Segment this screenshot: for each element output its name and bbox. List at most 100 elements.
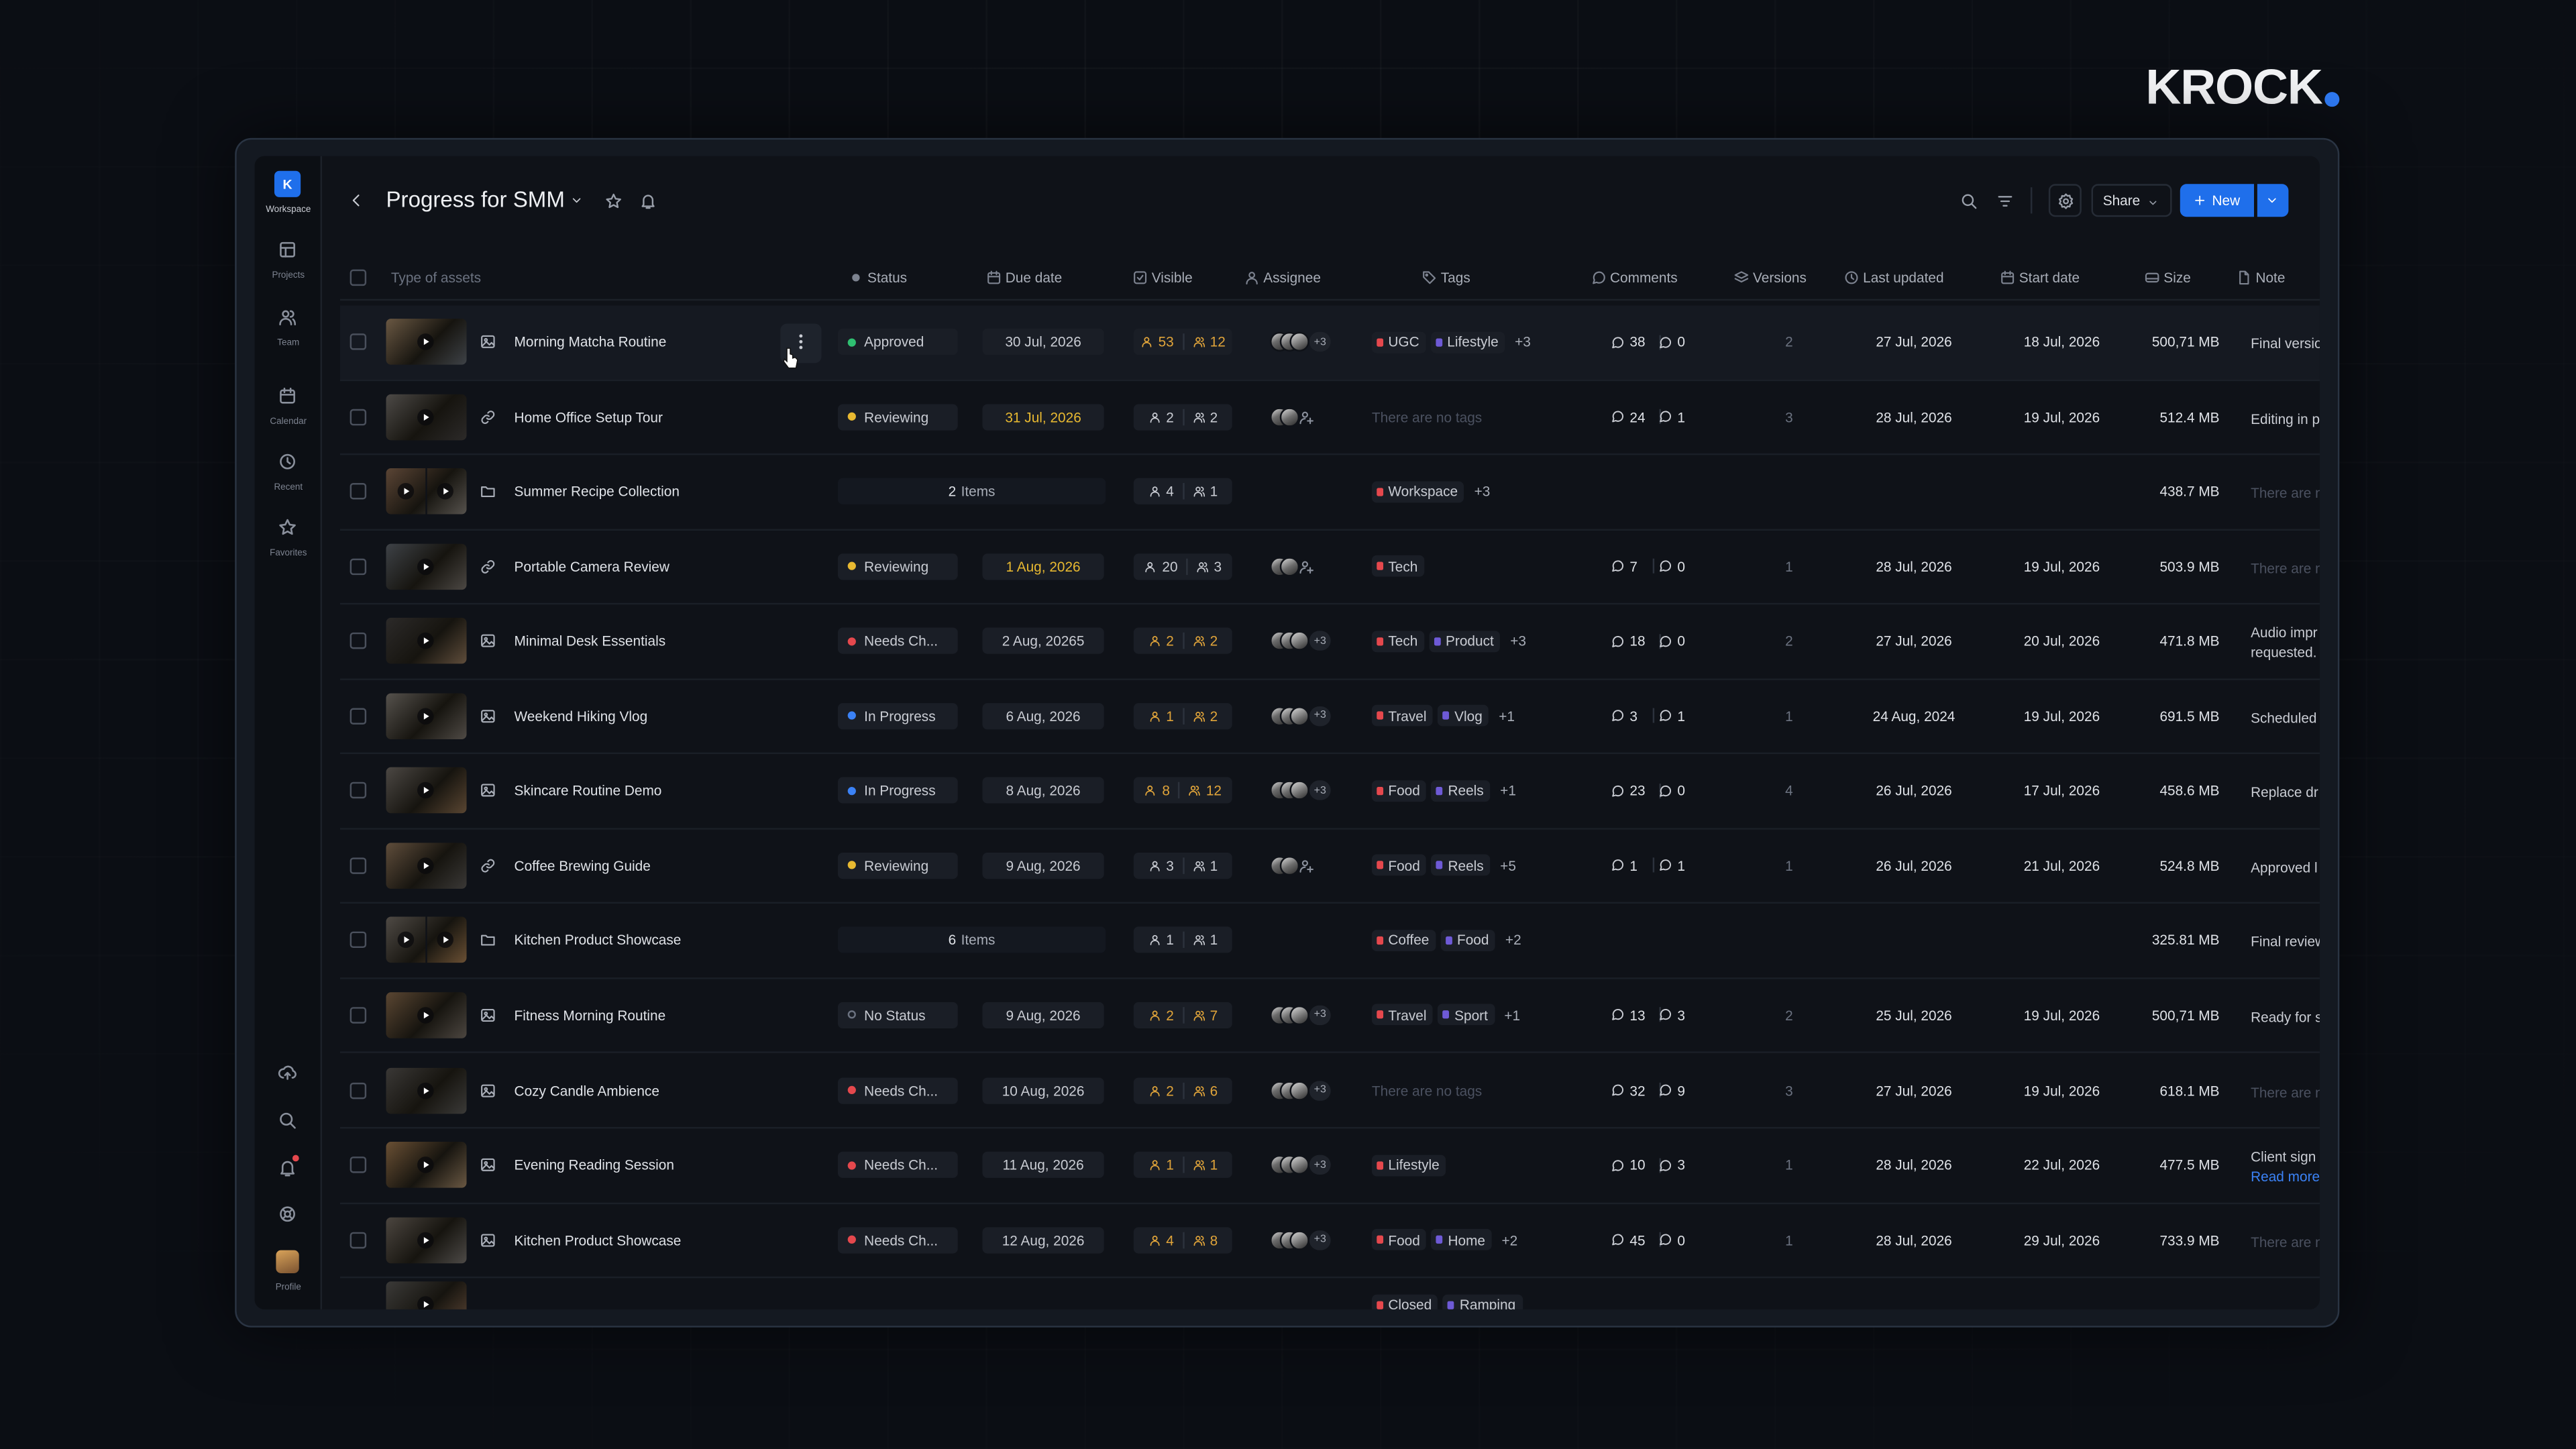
thumbnail[interactable] — [386, 1281, 467, 1309]
tag-chip[interactable]: Food — [1371, 1229, 1427, 1250]
row-checkbox[interactable] — [350, 857, 367, 874]
select-all-checkbox[interactable] — [350, 269, 367, 286]
assignee-more[interactable]: +3 — [1309, 780, 1331, 801]
sidebar-tool[interactable] — [278, 1111, 297, 1130]
thumbnail[interactable] — [386, 319, 467, 365]
tag-chip[interactable]: Reels — [1431, 780, 1491, 802]
status-pill[interactable]: Needs Ch... — [837, 1226, 958, 1253]
tag-chip[interactable]: Travel — [1371, 705, 1434, 727]
assignee-more[interactable]: +3 — [1309, 331, 1331, 352]
tag-chip[interactable]: Home — [1431, 1229, 1492, 1250]
tags-more[interactable]: +5 — [1500, 857, 1516, 874]
profile-avatar[interactable] — [276, 1250, 299, 1273]
new-dropdown[interactable] — [2257, 184, 2289, 217]
thumbnail[interactable] — [386, 692, 467, 739]
workspace-badge[interactable]: K — [274, 170, 301, 197]
assignee-avatar[interactable] — [1289, 1230, 1309, 1250]
thumbnail[interactable] — [386, 1142, 467, 1188]
tag-chip[interactable]: Sport — [1438, 1004, 1495, 1026]
new-button[interactable]: New — [2180, 184, 2255, 217]
tag-chip[interactable]: Food — [1371, 855, 1427, 877]
assignee-avatar[interactable] — [1279, 556, 1300, 576]
nav-icon[interactable] — [278, 517, 297, 537]
assignee-avatar[interactable] — [1289, 780, 1309, 801]
search-button[interactable] — [1960, 193, 1978, 211]
assignee-more[interactable]: +3 — [1309, 1005, 1331, 1026]
assignee-avatar[interactable] — [1289, 1155, 1309, 1175]
row-checkbox[interactable] — [350, 333, 367, 350]
tag-chip[interactable]: Product — [1429, 630, 1501, 652]
row-checkbox[interactable] — [350, 633, 367, 649]
assignee-avatar[interactable] — [1289, 1080, 1309, 1100]
title-dropdown[interactable] — [570, 194, 584, 207]
tag-chip[interactable]: Tech — [1371, 630, 1425, 652]
tags-more[interactable]: +3 — [1515, 333, 1531, 350]
tag-chip[interactable]: UGC — [1371, 331, 1426, 353]
tags-more[interactable]: +1 — [1504, 1007, 1521, 1024]
tag-chip[interactable]: Ramping — [1443, 1293, 1522, 1309]
status-pill[interactable]: Approved — [837, 328, 958, 355]
tag-chip[interactable]: Food — [1371, 780, 1427, 802]
status-pill[interactable]: In Progress — [837, 702, 958, 729]
add-assignee[interactable] — [1298, 558, 1314, 574]
thumbnail[interactable] — [386, 393, 467, 440]
row-checkbox[interactable] — [350, 707, 367, 724]
row-checkbox[interactable] — [350, 1081, 367, 1099]
tag-chip[interactable]: Tech — [1371, 555, 1425, 577]
status-pill[interactable]: Reviewing — [837, 553, 958, 580]
assignee-more[interactable]: +3 — [1309, 706, 1331, 726]
row-checkbox[interactable] — [350, 1007, 367, 1024]
back-button[interactable] — [348, 193, 364, 209]
thumbnail[interactable] — [386, 917, 467, 964]
nav-icon[interactable] — [278, 451, 297, 471]
add-assignee[interactable] — [1298, 409, 1314, 425]
assignee-avatar[interactable] — [1289, 706, 1309, 726]
status-pill[interactable]: Reviewing — [837, 403, 958, 430]
note-line[interactable]: Read more — [2251, 1168, 2320, 1185]
assignee-avatar[interactable] — [1289, 631, 1309, 651]
thumbnail[interactable] — [386, 842, 467, 889]
row-checkbox[interactable] — [350, 1157, 367, 1173]
assignee-more[interactable]: +3 — [1309, 631, 1331, 651]
assignee-avatar[interactable] — [1279, 407, 1300, 427]
tag-chip[interactable]: Food — [1440, 929, 1496, 951]
tag-chip[interactable]: Reels — [1431, 855, 1491, 877]
assignee-more[interactable]: +3 — [1309, 1155, 1331, 1175]
thumbnail[interactable] — [386, 468, 467, 515]
notify-button[interactable] — [639, 193, 657, 211]
status-pill[interactable]: In Progress — [837, 777, 958, 804]
filter-button[interactable] — [1996, 193, 2015, 211]
nav-icon[interactable] — [278, 307, 297, 327]
thumbnail[interactable] — [386, 1067, 467, 1114]
status-pill[interactable]: Needs Ch... — [837, 1077, 958, 1104]
share-button[interactable]: Share — [2091, 184, 2172, 217]
tag-chip[interactable]: Vlog — [1438, 705, 1489, 727]
status-pill[interactable]: No Status — [837, 1002, 958, 1028]
tags-more[interactable]: +1 — [1500, 782, 1516, 799]
sidebar-tool[interactable] — [278, 1063, 297, 1082]
thumbnail[interactable] — [386, 992, 467, 1038]
assignee-avatar[interactable] — [1289, 1005, 1309, 1026]
row-checkbox[interactable] — [350, 483, 367, 500]
assignee-avatar[interactable] — [1279, 855, 1300, 875]
nav-icon[interactable] — [278, 386, 297, 406]
sidebar-tool[interactable] — [278, 1204, 297, 1224]
assignee-avatar[interactable] — [1289, 331, 1309, 352]
status-pill[interactable]: Needs Ch... — [837, 627, 958, 655]
status-pill[interactable]: Reviewing — [837, 852, 958, 879]
tag-chip[interactable]: Lifestyle — [1371, 1154, 1446, 1176]
tags-more[interactable]: +3 — [1474, 483, 1491, 500]
tag-chip[interactable]: Coffee — [1371, 929, 1436, 951]
tag-chip[interactable]: Lifestyle — [1430, 331, 1505, 353]
add-assignee[interactable] — [1298, 857, 1314, 873]
row-checkbox[interactable] — [350, 782, 367, 799]
tag-chip[interactable]: Travel — [1371, 1004, 1434, 1026]
row-checkbox[interactable] — [350, 932, 367, 949]
assignee-more[interactable]: +3 — [1309, 1230, 1331, 1250]
settings-button[interactable] — [2048, 184, 2082, 217]
nav-icon[interactable] — [278, 240, 297, 260]
tags-more[interactable]: +2 — [1501, 1231, 1518, 1248]
tags-more[interactable]: +1 — [1499, 707, 1515, 724]
row-checkbox[interactable] — [350, 408, 367, 425]
row-checkbox[interactable] — [350, 557, 367, 575]
